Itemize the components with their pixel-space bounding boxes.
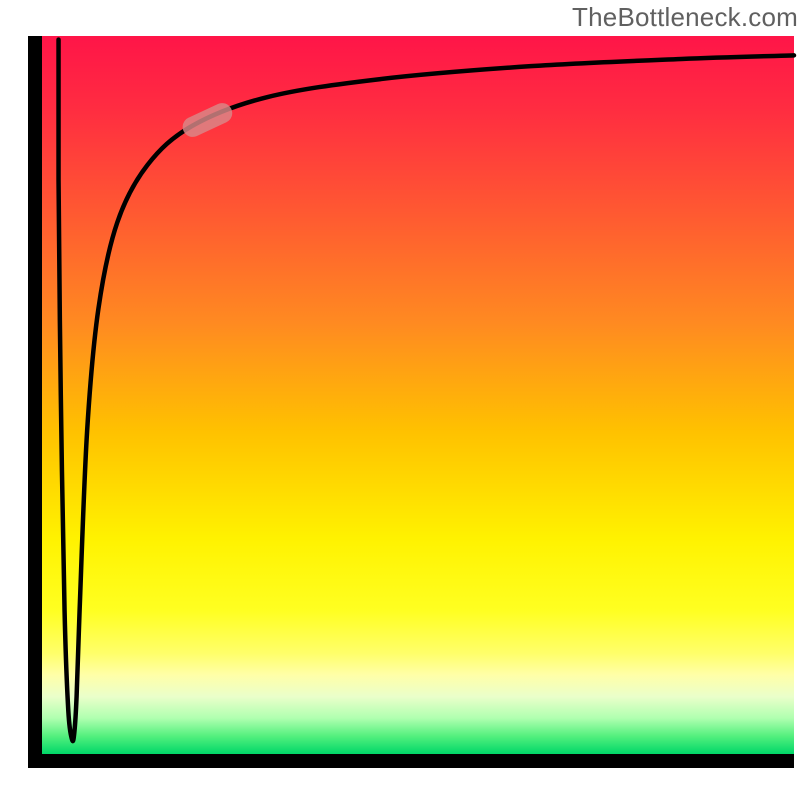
watermark-text: TheBottleneck.com — [572, 0, 800, 33]
y-axis-border — [28, 36, 42, 768]
chart-background — [42, 36, 794, 754]
x-axis-border — [28, 754, 794, 768]
bottleneck-chart — [0, 0, 800, 800]
chart-container: TheBottleneck.com — [0, 0, 800, 800]
